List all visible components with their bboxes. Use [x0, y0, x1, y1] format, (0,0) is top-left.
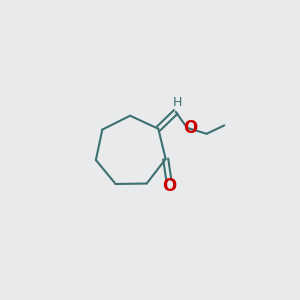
Text: H: H: [173, 96, 182, 109]
Text: O: O: [183, 119, 197, 137]
Text: O: O: [163, 177, 177, 195]
